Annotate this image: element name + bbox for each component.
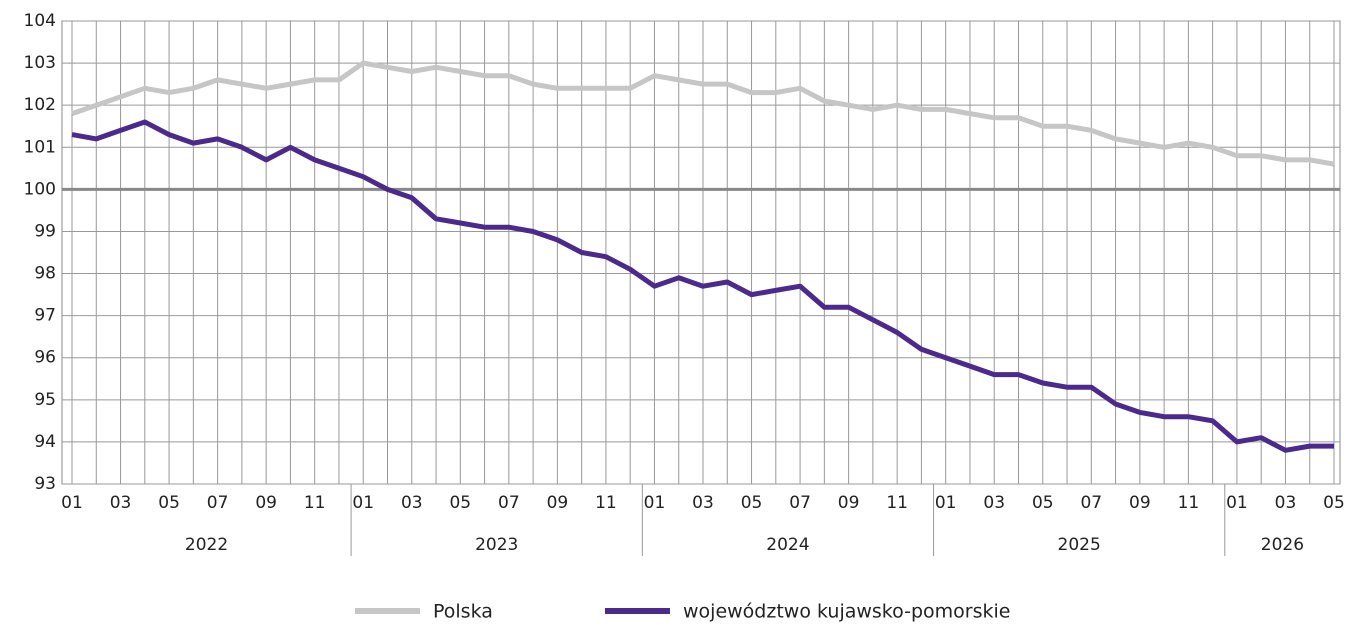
x-tick-label: 01 — [644, 493, 666, 513]
x-tick-label: 01 — [1226, 493, 1248, 513]
y-tick-label: 103 — [24, 53, 56, 73]
x-tick-label: 11 — [886, 493, 908, 513]
legend-label: województwo kujawsko-pomorskie — [683, 601, 1010, 623]
year-label: 2025 — [1058, 535, 1101, 555]
x-tick-label: 03 — [692, 493, 714, 513]
x-tick-label: 11 — [304, 493, 326, 513]
x-tick-label: 09 — [1129, 493, 1151, 513]
year-label: 2024 — [766, 535, 809, 555]
y-tick-label: 100 — [24, 179, 56, 199]
x-tick-label: 09 — [547, 493, 569, 513]
x-tick-label: 05 — [741, 493, 763, 513]
x-tick-label: 05 — [449, 493, 471, 513]
x-tick-label: 05 — [1323, 493, 1345, 513]
x-tick-label: 01 — [61, 493, 83, 513]
y-tick-label: 101 — [24, 137, 56, 157]
x-tick-label: 05 — [1032, 493, 1054, 513]
y-tick-label: 102 — [24, 95, 56, 115]
y-tick-label: 98 — [34, 264, 56, 284]
x-tick-label: 03 — [110, 493, 132, 513]
series-line — [71, 60, 1335, 167]
y-tick-label: 94 — [34, 432, 56, 452]
x-tick-label: 03 — [401, 493, 423, 513]
y-tick-label: 99 — [34, 221, 56, 241]
x-tick-label: 07 — [498, 493, 520, 513]
legend-label: Polska — [433, 601, 493, 623]
y-tick-label: 93 — [34, 474, 56, 494]
year-label: 2026 — [1261, 535, 1304, 555]
x-tick-label: 03 — [983, 493, 1005, 513]
x-tick-label: 03 — [1275, 493, 1297, 513]
x-tick-label: 09 — [838, 493, 860, 513]
x-tick-label: 07 — [789, 493, 811, 513]
x-tick-label: 01 — [935, 493, 957, 513]
x-tick-label: 09 — [255, 493, 277, 513]
x-tick-label: 11 — [1178, 493, 1200, 513]
x-tick-label: 07 — [207, 493, 229, 513]
x-tick-label: 05 — [158, 493, 180, 513]
y-tick-label: 96 — [34, 348, 56, 368]
x-tick-label: 07 — [1080, 493, 1102, 513]
y-tick-label: 104 — [24, 11, 56, 31]
y-tick-label: 95 — [34, 390, 56, 410]
x-tick-label: 11 — [595, 493, 617, 513]
x-tick-label: 01 — [352, 493, 374, 513]
y-tick-label: 97 — [34, 306, 56, 326]
year-label: 2022 — [185, 535, 228, 555]
year-label: 2023 — [475, 535, 518, 555]
series-line — [71, 119, 1334, 453]
